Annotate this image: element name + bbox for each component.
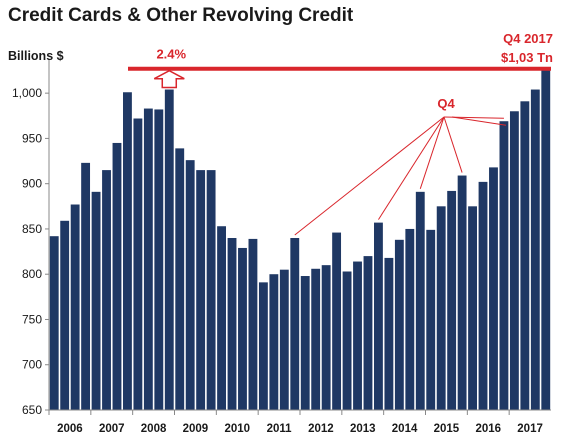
bar — [530, 89, 540, 411]
bars — [49, 68, 551, 411]
q4-pointer — [378, 116, 445, 220]
bar — [311, 268, 321, 410]
q4-pointer — [419, 116, 445, 189]
bar — [143, 108, 153, 411]
bar — [81, 162, 91, 410]
bar — [499, 121, 509, 410]
y-tick-label: 750 — [22, 312, 42, 326]
y-tick-label: 700 — [22, 358, 42, 372]
bar — [248, 238, 258, 410]
bar — [206, 170, 216, 410]
bar — [164, 89, 174, 411]
bar — [238, 247, 247, 410]
bar — [457, 175, 467, 410]
y-tick-label: 1,000 — [12, 86, 42, 100]
bar — [279, 269, 289, 410]
latest-label-year: Q4 2017 — [503, 31, 553, 46]
bar — [520, 101, 530, 410]
bar — [321, 265, 331, 410]
bar — [258, 282, 268, 410]
bar — [49, 236, 59, 410]
x-tick-label: 2006 — [57, 423, 83, 435]
bar — [374, 222, 383, 410]
bar — [342, 271, 352, 410]
bar — [91, 191, 101, 410]
bar — [112, 142, 122, 410]
bar — [509, 111, 519, 411]
bar — [405, 228, 415, 410]
bar — [196, 170, 206, 410]
bar — [175, 148, 185, 410]
bar — [363, 256, 373, 410]
y-tick-label: 650 — [22, 403, 42, 417]
bar — [290, 238, 300, 410]
y-tick-label: 900 — [22, 177, 42, 191]
chart-title: Credit Cards & Other Revolving Credit — [8, 5, 354, 26]
x-tick-label: 2016 — [475, 423, 501, 435]
bar — [415, 191, 425, 410]
annotations: 2.4% Q4 Q4 2017 $1,03 Tn — [128, 31, 553, 236]
x-tick-label: 2009 — [183, 423, 209, 435]
x-tick-label: 2012 — [308, 423, 334, 435]
bar — [185, 160, 195, 410]
bar — [217, 226, 226, 410]
bar — [154, 109, 164, 410]
q4-pointer — [451, 116, 507, 126]
x-tick-label: 2007 — [99, 423, 125, 435]
bar — [123, 92, 132, 411]
y-axis-label: Billions $ — [8, 49, 64, 63]
bar — [541, 68, 551, 410]
y-tick-label: 800 — [22, 267, 42, 281]
bar — [478, 181, 488, 410]
y-tick-label: 850 — [22, 222, 42, 236]
q4-annotation: Q4 — [437, 96, 455, 111]
q4-pointer — [443, 116, 463, 173]
latest-label-value: $1,03 Tn — [501, 50, 553, 65]
x-tick-label: 2017 — [517, 423, 543, 435]
q4-pointer — [294, 116, 445, 236]
bar — [332, 232, 342, 410]
axes: 650 700 750 800 850 900 950 1,000 2006 2007 2008 20… — [12, 60, 551, 435]
x-tick-label: 2013 — [350, 423, 376, 435]
bar — [133, 118, 143, 411]
bar — [60, 220, 70, 410]
bar — [426, 229, 436, 410]
bar — [353, 261, 362, 410]
bar — [227, 238, 237, 410]
bar — [447, 190, 457, 410]
x-tick-label: 2010 — [224, 423, 250, 435]
bar — [394, 239, 404, 410]
x-tick-label: 2011 — [267, 423, 293, 435]
bar — [70, 204, 80, 410]
pct-annotation: 2.4% — [156, 47, 186, 62]
bar — [102, 170, 111, 410]
x-tick-label: 2015 — [434, 423, 460, 435]
x-tick-label: 2014 — [392, 423, 418, 435]
bar — [468, 206, 477, 410]
bar — [300, 276, 310, 410]
y-tick-label: 950 — [22, 131, 42, 145]
bar — [269, 274, 279, 410]
bar — [384, 257, 394, 410]
x-tick-label: 2008 — [141, 423, 167, 435]
bar — [436, 206, 446, 410]
peak-arrow — [153, 69, 185, 89]
bar — [489, 167, 498, 410]
